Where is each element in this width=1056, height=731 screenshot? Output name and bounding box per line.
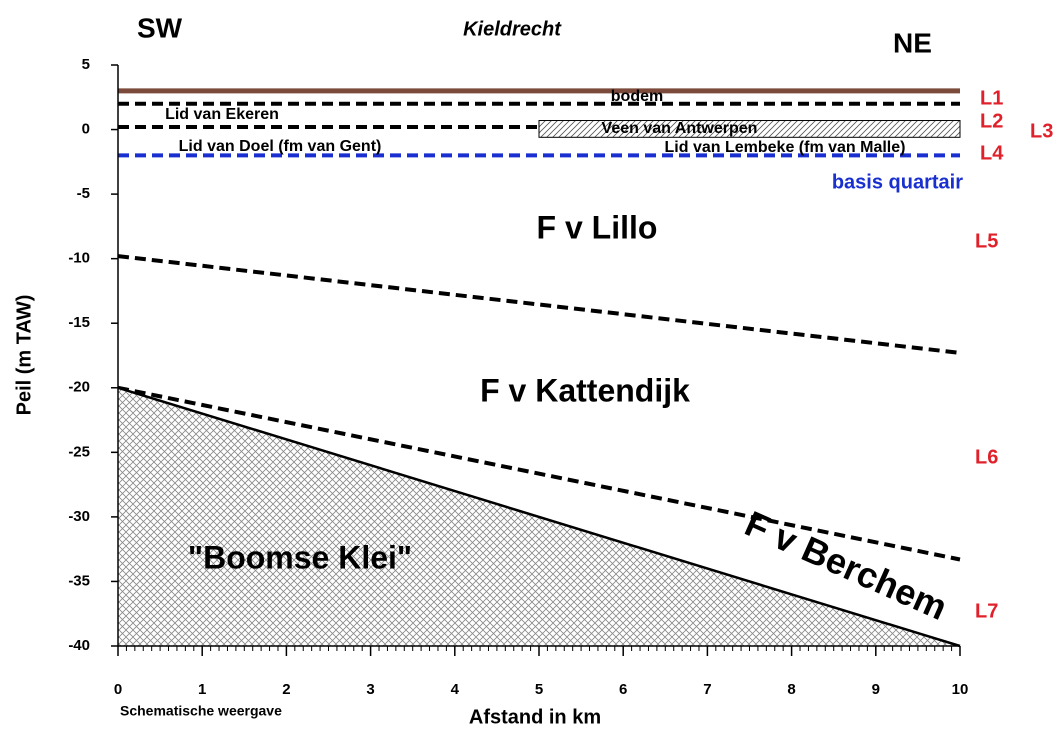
annotation: L4 — [980, 142, 1004, 164]
y-tick-label: -20 — [68, 379, 90, 396]
x-tick-label: 8 — [787, 681, 795, 698]
annotation: L3 — [1030, 120, 1053, 142]
annotation: L5 — [975, 230, 998, 252]
annotation: L6 — [975, 446, 998, 468]
y-axis-label: Peil (m TAW) — [13, 295, 35, 416]
x-tick-label: 2 — [282, 681, 290, 698]
annotation: Schematische weergave — [120, 703, 282, 719]
annotation: NE — [893, 27, 932, 58]
x-tick-label: 1 — [198, 681, 206, 698]
x-tick-label: 7 — [703, 681, 711, 698]
y-tick-label: 5 — [82, 56, 90, 73]
y-tick-label: -40 — [68, 637, 90, 654]
y-tick-label: -10 — [68, 250, 90, 267]
annotation: L2 — [980, 110, 1003, 132]
x-tick-label: 0 — [114, 681, 122, 698]
annotation: basis quartair — [832, 171, 963, 193]
x-tick-label: 4 — [451, 681, 460, 698]
annotation: Lid van Doel (fm van Gent) — [179, 138, 382, 155]
y-tick-label: -15 — [68, 314, 90, 331]
x-tick-label: 10 — [952, 681, 969, 698]
x-tick-label: 6 — [619, 681, 627, 698]
annotation: L1 — [980, 87, 1003, 109]
region-label: Veen van Antwerpen — [602, 120, 758, 137]
x-tick-label: 5 — [535, 681, 543, 698]
annotation: Lid van Lembeke (fm van Malle) — [665, 139, 906, 156]
y-tick-label: 0 — [82, 121, 90, 138]
annotation: Kieldrecht — [463, 18, 562, 40]
annotation: L7 — [975, 600, 998, 622]
y-tick-label: -35 — [68, 572, 90, 589]
peat-region — [538, 120, 961, 138]
annotation: F v Lillo — [537, 209, 658, 245]
annotation: F v Kattendijk — [480, 372, 690, 408]
layer-label: bodem — [611, 88, 663, 105]
boundary-line — [117, 386, 961, 648]
y-tick-label: -5 — [77, 185, 90, 202]
x-axis-label: Afstand in km — [469, 706, 601, 728]
y-tick-label: -25 — [68, 443, 90, 460]
y-tick-label: -30 — [68, 508, 90, 525]
x-tick-label: 9 — [872, 681, 880, 698]
annotation: SW — [137, 12, 183, 43]
annotation: "Boomse Klei" — [188, 539, 412, 575]
annotation: Lid van Ekeren — [165, 106, 279, 123]
boundary-line — [117, 254, 961, 355]
x-tick-label: 3 — [366, 681, 374, 698]
boundary-line — [117, 385, 961, 562]
